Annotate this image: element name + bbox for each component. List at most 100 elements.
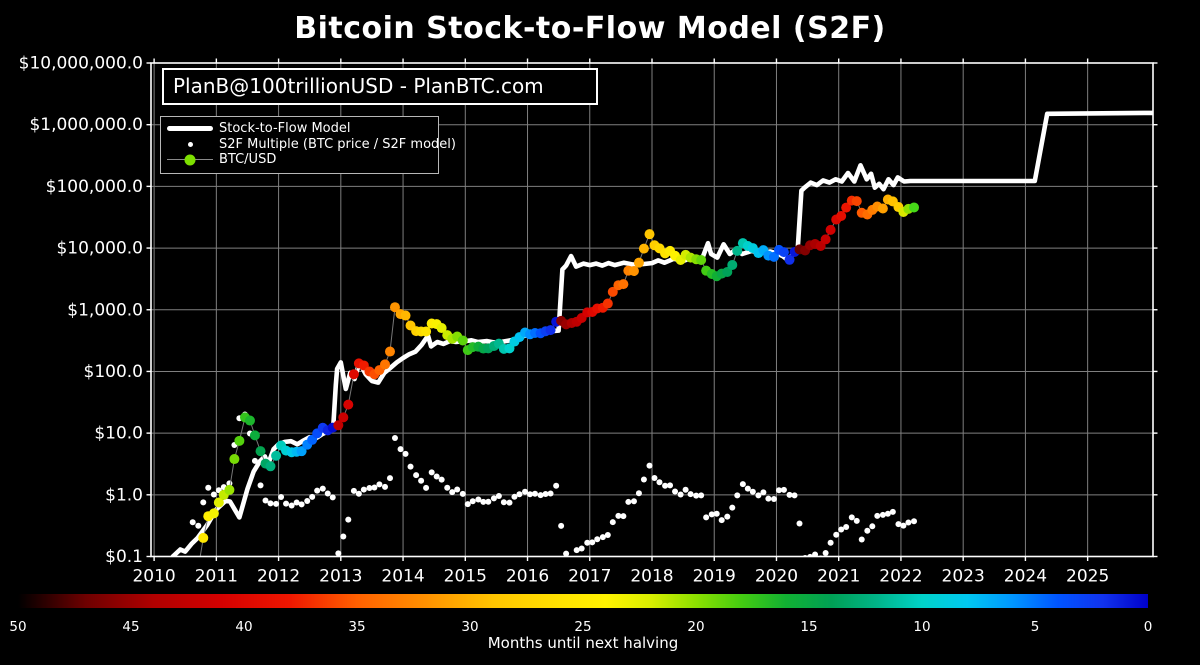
btc-usd-dot xyxy=(836,210,847,221)
colorbar-tick-label: 30 xyxy=(461,619,478,635)
s2f-multiple-dot xyxy=(770,496,777,503)
s2f-multiple-dot xyxy=(475,496,482,503)
legend-row-model: Stock-to-Flow Model xyxy=(161,121,438,137)
colorbar-tick-label: 40 xyxy=(235,619,252,635)
s2f-multiple-dot xyxy=(391,435,398,442)
s2f-multiple-dot xyxy=(755,492,762,499)
btc-usd-dot xyxy=(224,484,235,495)
btc-usd-dot xyxy=(696,255,707,266)
btc-usd-dot xyxy=(457,335,468,346)
btc-usd-dot xyxy=(343,399,354,410)
s2f-multiple-dot xyxy=(833,531,840,538)
btc-usd-dot xyxy=(545,325,556,336)
btc-usd-dot xyxy=(389,302,400,313)
s2f-multiple-dot xyxy=(210,491,217,498)
s2f-multiple-dot xyxy=(812,551,819,557)
y-tick-label: $100.0 xyxy=(84,362,143,382)
s2f-multiple-dot xyxy=(278,493,285,500)
x-tick-label: 2024 xyxy=(1004,567,1047,587)
s2f-multiple-dot xyxy=(729,504,736,511)
btc-usd-dot xyxy=(400,310,411,321)
s2f-multiple-dot xyxy=(724,513,731,520)
s2f-multiple-dot xyxy=(651,475,658,482)
s2f-multiple-dot xyxy=(578,545,585,552)
btc-usd-dot xyxy=(265,461,276,472)
btc-usd-dot xyxy=(244,415,255,426)
btc-usd-dot xyxy=(208,508,219,519)
s2f-multiple-dot xyxy=(547,490,554,497)
s2f-multiple-dot xyxy=(433,473,440,480)
btc-usd-dot xyxy=(348,369,359,380)
colorbar-bar xyxy=(18,594,1148,608)
watermark-box: PlanB@100trillionUSD - PlanBTC.com xyxy=(162,68,598,105)
s2f-multiple-dot xyxy=(267,500,274,507)
s2f-multiple-dot xyxy=(630,498,637,505)
btc-usd-dot xyxy=(249,430,260,441)
s2f-multiple-dot xyxy=(407,463,414,470)
btc-usd-dot xyxy=(841,202,852,213)
colorbar-tick-label: 35 xyxy=(348,619,365,635)
s2f-multiple-dot xyxy=(911,518,918,525)
s2f-multiple-dot xyxy=(371,484,378,491)
btc-usd-dot xyxy=(198,532,209,543)
s2f-multiple-dot xyxy=(329,494,336,501)
btc-usd-dot xyxy=(778,247,789,258)
legend-multiple-label: S2F Multiple (BTC price / S2F model) xyxy=(219,136,456,152)
y-tick-label: $1,000.0 xyxy=(67,300,143,320)
s2f-multiple-dot xyxy=(599,534,606,541)
s2f-multiple-dot xyxy=(366,484,373,491)
s2f-multiple-dot xyxy=(251,457,258,464)
legend: Stock-to-Flow Model S2F Multiple (BTC pr… xyxy=(160,116,456,174)
s2f-multiple-dot xyxy=(490,495,497,502)
s2f-multiple-dot xyxy=(749,488,756,495)
btc-usd-dot xyxy=(333,420,344,431)
s2f-multiple-dot xyxy=(449,489,456,496)
s2f-multiple-dot xyxy=(319,485,326,492)
s2f-multiple-dot xyxy=(584,539,591,546)
s2f-multiple-dot xyxy=(672,488,679,495)
s2f-multiple-dot xyxy=(522,488,529,495)
s2f-multiple-dot xyxy=(693,492,700,499)
s2f-model-line xyxy=(170,110,1153,557)
s2f-multiple-dot xyxy=(189,519,196,526)
s2f-multiple-dot xyxy=(537,492,544,499)
s2f-multiple-dot xyxy=(646,462,653,469)
s2f-multiple-dot xyxy=(905,519,912,526)
btc-usd-dot xyxy=(255,446,266,457)
s2f-multiple-dot xyxy=(573,547,580,554)
s2f-multiple-dot xyxy=(511,493,518,500)
s2f-multiple-dot xyxy=(775,487,782,494)
s2f-multiple-dot xyxy=(444,484,451,491)
s2f-multiple-dot xyxy=(609,519,616,526)
y-tick-label: $10,000,000.0 xyxy=(19,54,143,74)
colorbar-tick-label: 20 xyxy=(687,619,704,635)
s2f-multiple-dot xyxy=(848,514,855,521)
chart-title: Bitcoin Stock-to-Flow Model (S2F) xyxy=(294,11,886,46)
colorbar-tick-label: 50 xyxy=(9,619,26,635)
y-tick-label: $1,000,000.0 xyxy=(29,115,143,135)
s2f-multiple-dot xyxy=(195,522,202,529)
s2f-multiple-dot xyxy=(288,502,295,509)
s2f-multiple-dot xyxy=(838,526,845,533)
btc-usd-dot xyxy=(296,446,307,457)
s2f-multiple-dot xyxy=(796,520,803,527)
x-tick-label: 2016 xyxy=(506,567,549,587)
s2f-multiple-dot xyxy=(500,499,507,506)
s2f-multiple-dot xyxy=(459,490,466,497)
btc-usd-dot xyxy=(602,298,613,309)
btc-usd-dot xyxy=(877,203,888,214)
multiple-dot-swatch-icon xyxy=(161,137,219,153)
x-tick-label: 2013 xyxy=(319,567,362,587)
s2f-multiple-dot xyxy=(718,517,725,524)
btc-usd-dot xyxy=(380,359,391,370)
s2f-multiple-dot xyxy=(480,498,487,505)
btc-usd-dot xyxy=(234,435,245,446)
s2f-multiple-dot xyxy=(386,475,393,482)
colorbar-tick-label: 45 xyxy=(122,619,139,635)
s2f-multiple-dot xyxy=(667,482,674,489)
s2f-multiple-dot xyxy=(889,508,896,515)
s2f-multiple-dot xyxy=(314,487,321,494)
btc-usd-dot xyxy=(618,279,629,290)
s2f-multiple-dot xyxy=(698,492,705,499)
